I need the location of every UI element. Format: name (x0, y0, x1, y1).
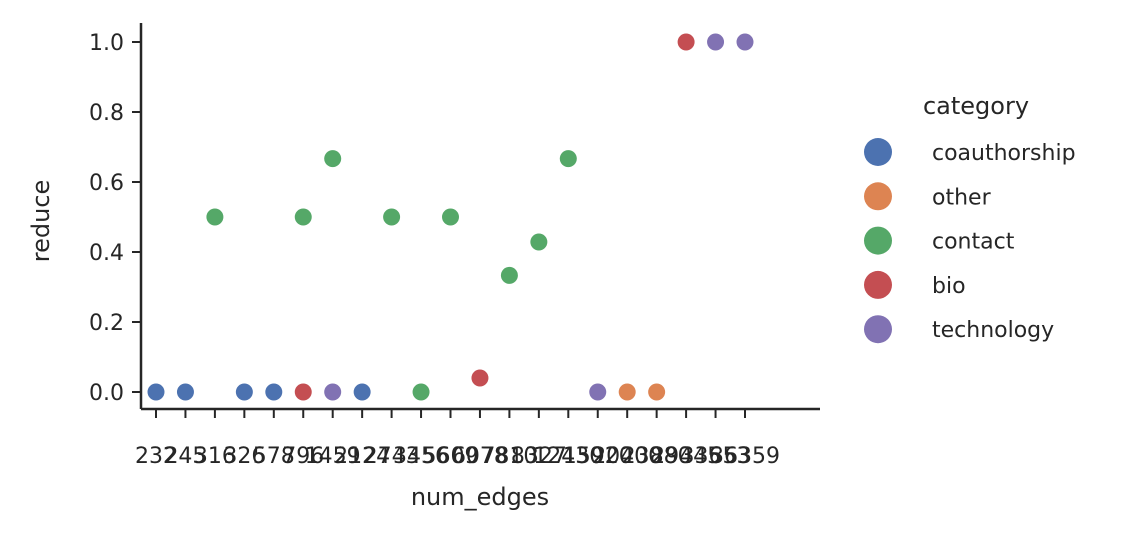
legend-label-coauthorship: coauthorship (932, 141, 1076, 166)
data-point-contact (206, 208, 224, 226)
x-tick-label: 578 (253, 444, 295, 469)
data-point-bio (677, 33, 695, 51)
x-tick-label: 2743 (364, 444, 420, 469)
x-tick-label: 6078 (452, 444, 508, 469)
data-point-contact (530, 233, 548, 251)
legend-title: category (923, 92, 1029, 120)
x-tick-label: 15920 (563, 444, 633, 469)
x-tick-label: 3456 (393, 444, 449, 469)
x-tick-label: 232 (135, 444, 177, 469)
x-tick-label: 2124 (334, 444, 390, 469)
data-point-coauthorship (265, 383, 283, 401)
legend-marker-contact (864, 226, 892, 255)
data-point-contact (559, 150, 577, 168)
x-tick-label: 316 (194, 444, 236, 469)
x-axis-label: num_edges (411, 483, 549, 511)
x-tick-label: 8327 (511, 444, 567, 469)
y-tick-label: 0.4 (89, 241, 124, 266)
axes (139, 23, 820, 411)
data-point-contact (383, 208, 401, 226)
y-tick-label: 0.8 (89, 101, 124, 126)
data-point-contact (324, 150, 342, 168)
data-point-technology (736, 33, 754, 51)
data-point-technology (707, 33, 725, 51)
y-tick-label: 0.0 (89, 381, 124, 406)
legend-marker-bio (864, 270, 892, 299)
legend-label-other: other (932, 185, 992, 210)
data-point-technology (324, 383, 342, 401)
legend-label-bio: bio (932, 274, 966, 299)
data-point-coauthorship (353, 383, 371, 401)
x-tick-label: 12430 (533, 444, 603, 469)
legend-label-contact: contact (932, 230, 1015, 255)
data-point-contact (500, 266, 518, 284)
legend: category coauthorship other contact bio tech… (864, 92, 1076, 344)
data-point-other (648, 383, 666, 401)
data-point-technology (589, 383, 607, 401)
data-point-coauthorship (235, 383, 253, 401)
y-tick-label: 0.2 (89, 311, 124, 336)
data-point-contact (412, 383, 430, 401)
x-tick-label: 29445 (651, 444, 721, 469)
x-tick-label: 5609 (423, 444, 479, 469)
y-tick-label: 1.0 (89, 31, 124, 56)
legend-marker-other (864, 182, 892, 211)
y-ticks: 0.0 0.2 0.4 0.6 0.8 1.0 (89, 31, 141, 406)
x-tick-label: 1459 (305, 444, 361, 469)
data-point-other (618, 383, 636, 401)
data-point-bio (471, 369, 489, 387)
x-tick-label: 7810 (481, 444, 537, 469)
data-point-contact (294, 208, 312, 226)
x-tick-label: 36359 (710, 444, 780, 469)
x-tick-label: 23880 (622, 444, 692, 469)
legend-marker-coauthorship (864, 138, 892, 166)
x-tick-label: 796 (282, 444, 324, 469)
data-point-coauthorship (147, 383, 165, 401)
x-tick-label: 245 (164, 444, 206, 469)
data-point-contact (442, 208, 459, 226)
x-tick-label: 326 (223, 444, 265, 469)
legend-label-technology: technology (932, 318, 1054, 343)
x-tick-label: 33653 (681, 444, 751, 469)
data-point-bio (294, 383, 312, 401)
data-point-coauthorship (176, 383, 194, 401)
x-ticks: 2322453163265787961459212427433456560960… (135, 409, 780, 469)
x-tick-label: 20400 (592, 444, 662, 469)
y-axis-label: reduce (27, 180, 55, 263)
data-points (147, 33, 754, 401)
legend-marker-technology (864, 315, 892, 344)
y-tick-label: 0.6 (89, 171, 124, 196)
